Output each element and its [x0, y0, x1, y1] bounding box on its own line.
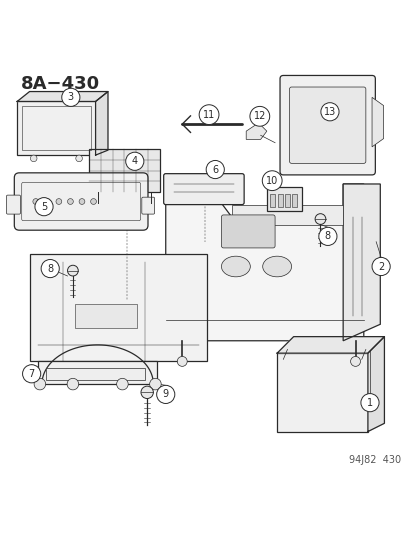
Polygon shape — [231, 205, 342, 225]
FancyBboxPatch shape — [142, 197, 154, 214]
Text: 8A−430: 8A−430 — [21, 75, 100, 93]
Circle shape — [314, 214, 325, 224]
Circle shape — [249, 107, 269, 126]
Text: 4: 4 — [131, 156, 138, 166]
Ellipse shape — [262, 256, 291, 277]
Circle shape — [141, 386, 153, 399]
Circle shape — [67, 265, 78, 276]
Text: 2: 2 — [377, 262, 383, 271]
Text: 94J82  430: 94J82 430 — [348, 455, 400, 465]
Text: 5: 5 — [41, 201, 47, 212]
FancyBboxPatch shape — [276, 353, 367, 432]
Polygon shape — [367, 337, 384, 432]
Polygon shape — [95, 92, 108, 155]
Text: 3: 3 — [68, 92, 74, 102]
Circle shape — [156, 385, 174, 403]
Circle shape — [35, 198, 53, 216]
FancyBboxPatch shape — [266, 187, 301, 211]
Circle shape — [67, 378, 78, 390]
Circle shape — [34, 378, 45, 390]
Polygon shape — [342, 184, 380, 341]
Circle shape — [44, 199, 50, 204]
Circle shape — [149, 378, 161, 390]
Polygon shape — [246, 123, 266, 140]
Text: 8: 8 — [47, 263, 53, 273]
FancyBboxPatch shape — [284, 195, 289, 207]
Circle shape — [41, 260, 59, 278]
FancyBboxPatch shape — [221, 215, 274, 248]
Circle shape — [360, 393, 378, 411]
FancyBboxPatch shape — [46, 368, 145, 380]
Circle shape — [262, 171, 281, 191]
Text: 6: 6 — [212, 165, 218, 174]
FancyBboxPatch shape — [277, 195, 282, 207]
Circle shape — [22, 365, 40, 383]
Text: 12: 12 — [253, 111, 266, 122]
Circle shape — [116, 378, 128, 390]
Circle shape — [199, 105, 218, 125]
FancyBboxPatch shape — [14, 173, 147, 230]
Text: 9: 9 — [162, 390, 169, 399]
Circle shape — [126, 152, 144, 171]
FancyBboxPatch shape — [279, 76, 375, 175]
Text: 10: 10 — [266, 176, 278, 185]
FancyBboxPatch shape — [289, 87, 365, 163]
Circle shape — [56, 199, 62, 204]
Polygon shape — [29, 254, 206, 361]
FancyBboxPatch shape — [17, 101, 95, 155]
FancyBboxPatch shape — [75, 304, 137, 328]
Circle shape — [30, 155, 37, 161]
Circle shape — [320, 103, 338, 121]
Text: 11: 11 — [202, 110, 215, 120]
Polygon shape — [371, 98, 383, 147]
Circle shape — [318, 227, 336, 246]
Circle shape — [371, 257, 389, 276]
Circle shape — [33, 199, 38, 204]
Text: 8: 8 — [324, 231, 330, 241]
FancyBboxPatch shape — [269, 195, 274, 207]
Circle shape — [177, 357, 187, 366]
FancyBboxPatch shape — [292, 195, 297, 207]
Circle shape — [206, 160, 224, 179]
Circle shape — [76, 155, 82, 161]
Polygon shape — [165, 184, 363, 341]
FancyBboxPatch shape — [163, 174, 244, 205]
FancyBboxPatch shape — [7, 195, 21, 214]
Text: 13: 13 — [323, 107, 335, 117]
Circle shape — [62, 88, 80, 107]
Ellipse shape — [221, 256, 250, 277]
Circle shape — [90, 199, 96, 204]
FancyBboxPatch shape — [89, 149, 159, 192]
Polygon shape — [276, 337, 384, 353]
Circle shape — [67, 199, 73, 204]
Circle shape — [79, 199, 85, 204]
Text: 1: 1 — [366, 398, 372, 408]
Polygon shape — [17, 92, 108, 101]
Text: 7: 7 — [28, 369, 35, 379]
FancyBboxPatch shape — [38, 361, 157, 384]
Circle shape — [350, 357, 360, 366]
